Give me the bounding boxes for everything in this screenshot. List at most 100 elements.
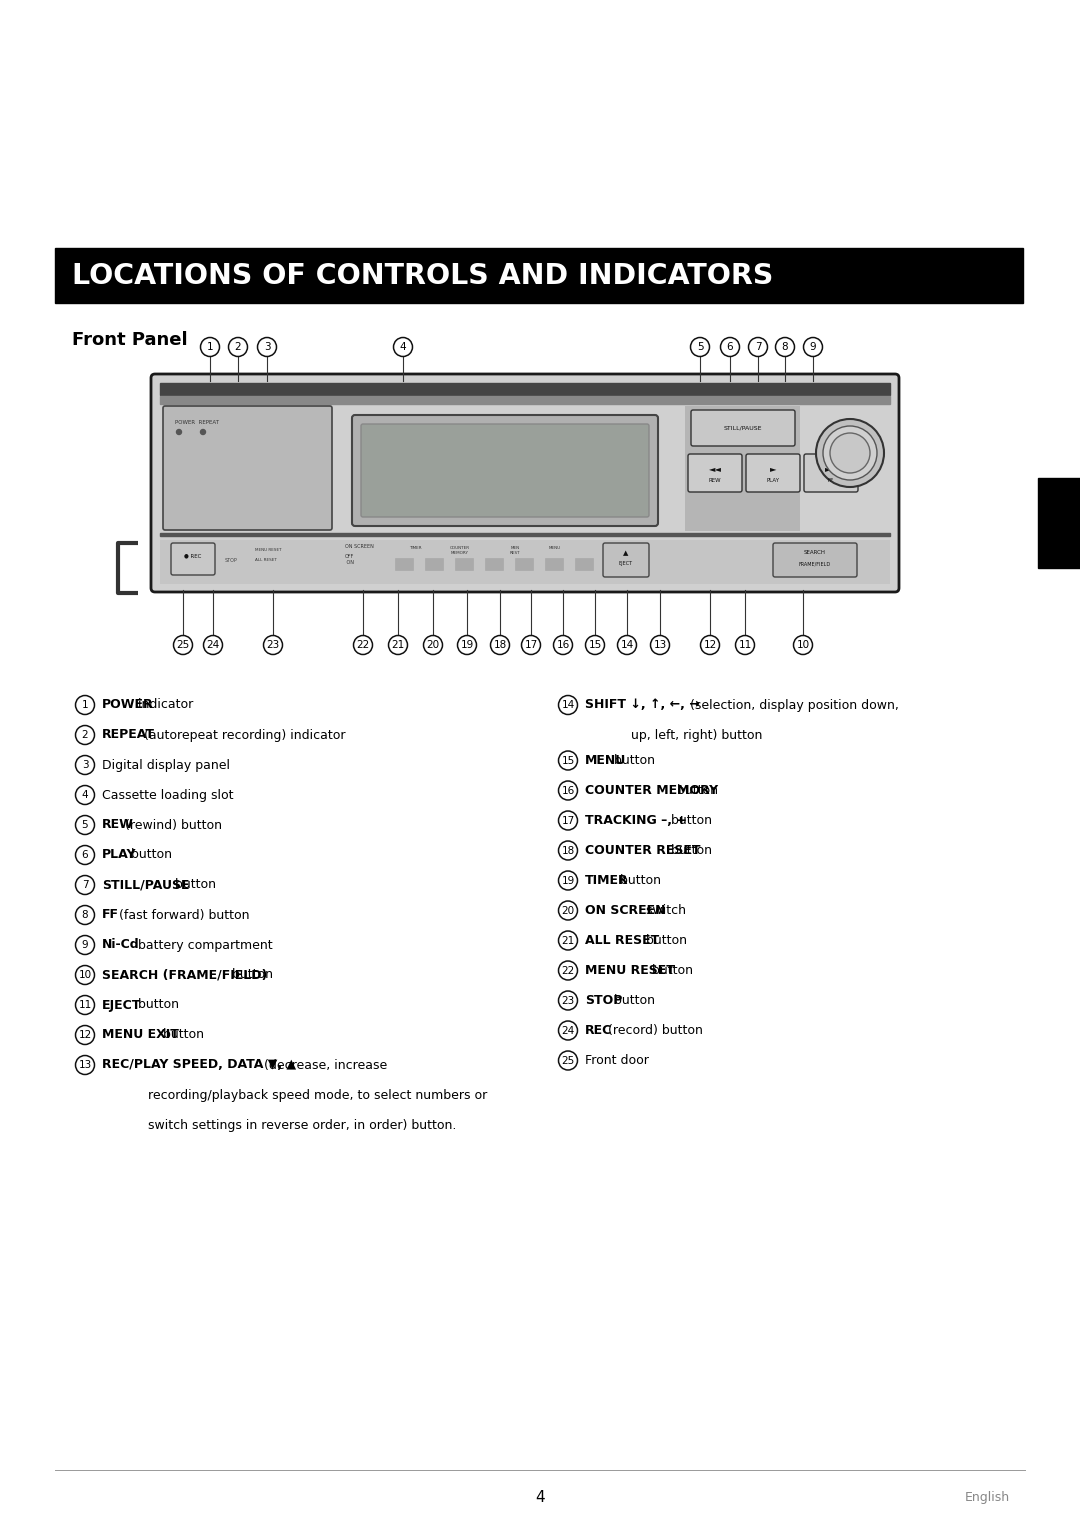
Text: indicator: indicator <box>134 698 192 712</box>
Text: (fast forward) button: (fast forward) button <box>114 909 249 921</box>
Text: 13: 13 <box>79 1060 92 1070</box>
Circle shape <box>174 636 192 654</box>
Text: MENU: MENU <box>549 545 562 550</box>
Circle shape <box>201 338 219 356</box>
Text: 13: 13 <box>653 640 666 649</box>
Text: 16: 16 <box>556 640 569 649</box>
Circle shape <box>76 755 95 775</box>
FancyBboxPatch shape <box>163 406 332 530</box>
Text: 6: 6 <box>82 850 89 860</box>
Text: POWER: POWER <box>102 698 153 712</box>
Circle shape <box>720 338 740 356</box>
Circle shape <box>203 636 222 654</box>
Text: Ni-Cd: Ni-Cd <box>102 938 139 952</box>
Bar <box>160 396 890 403</box>
Text: ▲: ▲ <box>623 550 629 556</box>
Text: 24: 24 <box>562 1025 575 1036</box>
Circle shape <box>76 695 95 715</box>
Text: 5: 5 <box>697 342 703 351</box>
Text: 19: 19 <box>460 640 474 649</box>
Text: 18: 18 <box>562 845 575 856</box>
Circle shape <box>650 636 670 654</box>
Text: 25: 25 <box>562 1056 575 1065</box>
Circle shape <box>76 876 95 894</box>
Circle shape <box>804 338 823 356</box>
Circle shape <box>353 636 373 654</box>
Text: ON SCREEN: ON SCREEN <box>585 905 665 917</box>
Text: REW: REW <box>102 819 134 831</box>
Text: ►: ► <box>770 465 777 474</box>
Text: English: English <box>964 1491 1010 1505</box>
Text: 20: 20 <box>562 906 575 915</box>
Text: 16: 16 <box>562 785 575 796</box>
Circle shape <box>823 426 877 480</box>
Text: (selection, display position down,: (selection, display position down, <box>686 698 899 712</box>
Text: (rewind) button: (rewind) button <box>121 819 221 831</box>
Bar <box>685 406 800 532</box>
Text: button: button <box>617 874 661 886</box>
Text: REC/PLAY SPEED, DATA ▼, ▲: REC/PLAY SPEED, DATA ▼, ▲ <box>102 1059 296 1071</box>
Text: button: button <box>134 998 178 1012</box>
Circle shape <box>76 1025 95 1045</box>
Circle shape <box>76 906 95 924</box>
Circle shape <box>229 338 247 356</box>
Text: 25: 25 <box>176 640 190 649</box>
Text: up, left, right) button: up, left, right) button <box>631 729 762 741</box>
Circle shape <box>76 1056 95 1074</box>
Circle shape <box>76 726 95 744</box>
Circle shape <box>264 636 283 654</box>
Text: REC: REC <box>585 1024 612 1038</box>
Bar <box>426 558 443 570</box>
Text: COUNTER
MEMORY: COUNTER MEMORY <box>450 545 470 555</box>
Text: 15: 15 <box>589 640 602 649</box>
Text: 23: 23 <box>562 996 575 1005</box>
Circle shape <box>558 840 578 860</box>
FancyBboxPatch shape <box>688 454 742 492</box>
Text: 22: 22 <box>562 966 575 975</box>
Text: 24: 24 <box>206 640 219 649</box>
Text: (record) button: (record) button <box>604 1024 703 1038</box>
Bar <box>55 248 1023 303</box>
Text: MENU: MENU <box>585 753 626 767</box>
Bar <box>485 558 503 570</box>
Text: 11: 11 <box>739 640 752 649</box>
Text: STILL/PAUSE: STILL/PAUSE <box>102 879 189 891</box>
Text: ALL RESET: ALL RESET <box>255 558 276 562</box>
Text: ALL RESET: ALL RESET <box>585 934 659 947</box>
Text: FF: FF <box>828 478 834 483</box>
Text: 21: 21 <box>391 640 405 649</box>
Circle shape <box>558 871 578 889</box>
Text: switch: switch <box>642 905 686 917</box>
Text: Front Panel: Front Panel <box>72 332 188 348</box>
Text: switch settings in reverse order, in order) button.: switch settings in reverse order, in ord… <box>148 1118 457 1132</box>
Circle shape <box>558 1021 578 1041</box>
Bar <box>395 558 413 570</box>
Text: 1: 1 <box>82 700 89 711</box>
Text: 14: 14 <box>620 640 634 649</box>
FancyBboxPatch shape <box>773 542 858 578</box>
Circle shape <box>76 785 95 805</box>
Text: ◄◄: ◄◄ <box>708 465 721 474</box>
Text: button: button <box>159 1028 204 1042</box>
Circle shape <box>393 338 413 356</box>
Text: 12: 12 <box>703 640 717 649</box>
Text: 14: 14 <box>562 700 575 711</box>
Circle shape <box>257 338 276 356</box>
Text: MENU RESET: MENU RESET <box>255 549 282 552</box>
Text: 2: 2 <box>234 342 241 351</box>
Circle shape <box>522 636 540 654</box>
Text: 4: 4 <box>82 790 89 801</box>
Text: 17: 17 <box>525 640 538 649</box>
Text: 3: 3 <box>264 342 270 351</box>
Circle shape <box>701 636 719 654</box>
Text: button: button <box>673 784 718 798</box>
Circle shape <box>558 811 578 830</box>
Circle shape <box>618 636 636 654</box>
Text: button: button <box>642 934 687 947</box>
Text: OFF
 ON: OFF ON <box>345 555 354 565</box>
Bar <box>1038 478 1080 568</box>
Text: button: button <box>648 964 693 976</box>
Text: Front door: Front door <box>585 1054 649 1067</box>
Text: 3: 3 <box>82 759 89 770</box>
Circle shape <box>76 966 95 984</box>
